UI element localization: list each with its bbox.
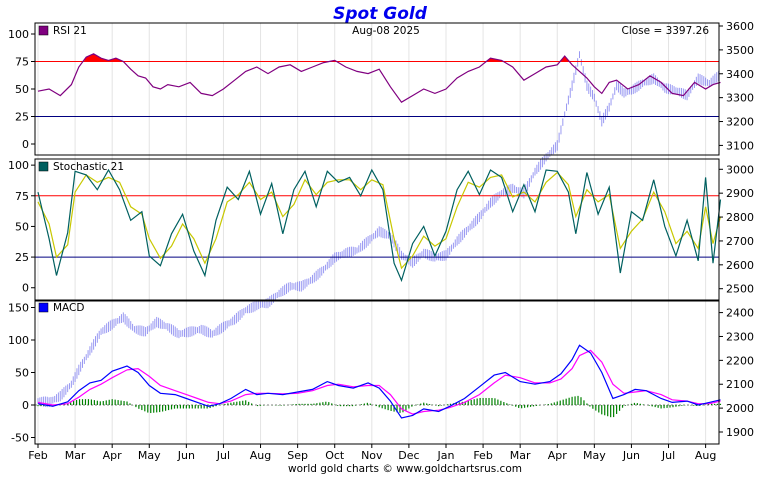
stochastic-legend-swatch (38, 161, 49, 172)
month-tick-label: Jun (177, 449, 195, 462)
month-tick-label: Apr (548, 449, 568, 462)
left-tick-label: -50 (11, 432, 29, 445)
price-tick-label: 2200 (726, 354, 754, 367)
rsi-overbought-fill (560, 56, 569, 62)
month-tick-label: Oct (325, 449, 345, 462)
price-tick-label: 2000 (726, 402, 754, 415)
panel-frame (34, 158, 720, 301)
price-tick-label: 3100 (726, 139, 754, 152)
month-tick-label: Sep (287, 449, 308, 462)
price-tick-label: 3600 (726, 20, 754, 33)
stochastic-k-line (37, 168, 722, 283)
close-label: Close = 3397.26 (622, 25, 710, 37)
price-tick-label: 2700 (726, 235, 754, 248)
price-tick-label: 2500 (726, 283, 754, 296)
macd-legend-swatch (38, 302, 49, 313)
price-tick-label: 3000 (726, 163, 754, 176)
month-tick-label: Feb (473, 449, 492, 462)
price-tick-label: 2900 (726, 187, 754, 200)
price-tick-label: 2800 (726, 211, 754, 224)
price-tick-label: 2100 (726, 378, 754, 391)
month-tick-label: Feb (28, 449, 47, 462)
month-tick-label: Aug (695, 449, 716, 462)
axes: 0 25 50 75 100 0 25 50 75 100 -50 0 50 100 150 1900 2000… (8, 20, 754, 462)
footer-credit: world gold charts © www.goldchartsrus.co… (288, 463, 522, 475)
price-tick-label: 3200 (726, 116, 754, 129)
month-tick-label: Jul (216, 449, 230, 462)
left-tick-label: 100 (8, 159, 29, 172)
month-tick-label: Dec (398, 449, 419, 462)
left-tick-label: 0 (22, 282, 29, 295)
left-tick-label: 50 (15, 83, 29, 96)
rsi-line (37, 53, 721, 103)
month-tick-label: Mar (65, 449, 86, 462)
price-tick-label: 2300 (726, 330, 754, 343)
month-tick-label: May (138, 449, 161, 462)
month-tick-label: Nov (361, 449, 383, 462)
month-tick-label: Jul (661, 449, 675, 462)
price-tick-label: 2600 (726, 259, 754, 272)
price-tick-label: 3300 (726, 92, 754, 105)
left-tick-label: 100 (8, 334, 29, 347)
month-tick-label: Apr (103, 449, 123, 462)
rsi-label: RSI 21 (53, 25, 87, 37)
price-tick-label: 1900 (726, 426, 754, 439)
date-label: Aug-08 2025 (352, 25, 420, 37)
rsi-overbought-fill (486, 58, 502, 62)
left-tick-label: 75 (15, 190, 29, 203)
left-tick-label: 25 (15, 251, 29, 264)
price-tick-label: 3500 (726, 44, 754, 57)
left-tick-label: 0 (22, 138, 29, 151)
macd-signal-line (37, 349, 721, 415)
macd-line (37, 344, 721, 419)
stochastic-panel (35, 161, 722, 283)
vertical-gridlines (37, 23, 707, 444)
left-tick-label: 0 (22, 399, 29, 412)
stochastic-label: Stochastic 21 (53, 161, 124, 173)
macd-panel (35, 302, 722, 419)
month-tick-label: Jun (622, 449, 640, 462)
month-tick-label: May (583, 449, 606, 462)
left-tick-label: 150 (8, 302, 29, 315)
month-tick-label: Jan (437, 449, 455, 462)
price-tick-label: 3400 (726, 68, 754, 81)
chart-title: Spot Gold (333, 4, 428, 24)
price-tick-label: 2400 (726, 307, 754, 320)
left-tick-label: 25 (15, 111, 29, 124)
left-tick-label: 100 (8, 28, 29, 41)
rsi-panel (35, 25, 721, 117)
rsi-legend-swatch (38, 25, 49, 36)
left-tick-label: 50 (15, 367, 29, 380)
macd-label: MACD (53, 302, 84, 314)
left-tick-label: 75 (15, 56, 29, 69)
month-tick-label: Mar (510, 449, 531, 462)
month-tick-label: Aug (250, 449, 271, 462)
left-tick-label: 50 (15, 220, 29, 233)
